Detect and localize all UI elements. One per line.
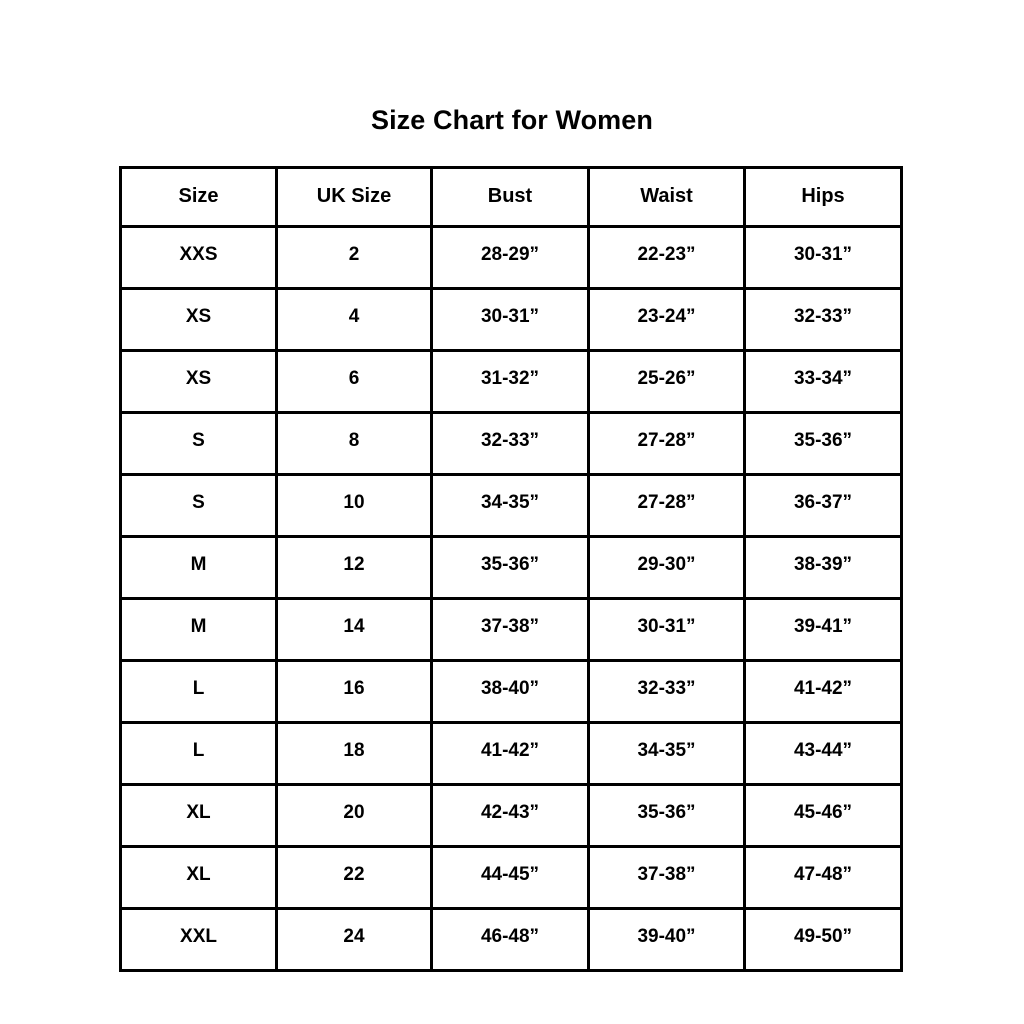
- cell-uk: 8: [275, 411, 433, 476]
- cell-bust: 35-36”: [430, 535, 590, 600]
- cell-uk: 16: [275, 659, 433, 724]
- table-row: XS 4 30-31” 23-24” 32-33”: [119, 287, 903, 352]
- cell-uk: 10: [275, 473, 433, 538]
- cell-waist: 22-23”: [587, 225, 746, 290]
- cell-size: XXS: [119, 225, 278, 290]
- cell-waist: 27-28”: [587, 411, 746, 476]
- cell-bust: 44-45”: [430, 845, 590, 910]
- cell-hips: 45-46”: [743, 783, 903, 848]
- table-row: M 12 35-36” 29-30” 38-39”: [119, 535, 903, 600]
- table-row: L 18 41-42” 34-35” 43-44”: [119, 721, 903, 786]
- cell-uk: 24: [275, 907, 433, 972]
- cell-waist: 30-31”: [587, 597, 746, 662]
- table-row: S 10 34-35” 27-28” 36-37”: [119, 473, 903, 538]
- column-header-bust: Bust: [430, 166, 590, 228]
- cell-waist: 27-28”: [587, 473, 746, 538]
- cell-uk: 6: [275, 349, 433, 414]
- column-header-uk-size: UK Size: [275, 166, 433, 228]
- table-row: S 8 32-33” 27-28” 35-36”: [119, 411, 903, 476]
- table-row: L 16 38-40” 32-33” 41-42”: [119, 659, 903, 724]
- cell-size: S: [119, 473, 278, 538]
- cell-size: XL: [119, 783, 278, 848]
- cell-hips: 43-44”: [743, 721, 903, 786]
- cell-size: M: [119, 597, 278, 662]
- cell-uk: 14: [275, 597, 433, 662]
- page-title: Size Chart for Women: [370, 105, 654, 135]
- cell-size: XL: [119, 845, 278, 910]
- cell-size: XXL: [119, 907, 278, 972]
- cell-waist: 37-38”: [587, 845, 746, 910]
- table-row: XL 20 42-43” 35-36” 45-46”: [119, 783, 903, 848]
- cell-bust: 41-42”: [430, 721, 590, 786]
- cell-hips: 35-36”: [743, 411, 903, 476]
- cell-hips: 33-34”: [743, 349, 903, 414]
- cell-waist: 23-24”: [587, 287, 746, 352]
- cell-bust: 42-43”: [430, 783, 590, 848]
- size-chart-table: Size UK Size Bust Waist Hips XXS 2 28-29…: [119, 166, 903, 972]
- cell-size: L: [119, 721, 278, 786]
- column-header-size: Size: [119, 166, 278, 228]
- cell-size: M: [119, 535, 278, 600]
- cell-bust: 30-31”: [430, 287, 590, 352]
- cell-hips: 39-41”: [743, 597, 903, 662]
- cell-size: S: [119, 411, 278, 476]
- column-header-hips: Hips: [743, 166, 903, 228]
- cell-hips: 49-50”: [743, 907, 903, 972]
- cell-uk: 18: [275, 721, 433, 786]
- cell-bust: 34-35”: [430, 473, 590, 538]
- cell-bust: 31-32”: [430, 349, 590, 414]
- cell-uk: 4: [275, 287, 433, 352]
- cell-hips: 47-48”: [743, 845, 903, 910]
- cell-waist: 39-40”: [587, 907, 746, 972]
- cell-bust: 38-40”: [430, 659, 590, 724]
- table-row: XXL 24 46-48” 39-40” 49-50”: [119, 907, 903, 972]
- cell-uk: 2: [275, 225, 433, 290]
- cell-bust: 37-38”: [430, 597, 590, 662]
- table-header-row: Size UK Size Bust Waist Hips: [119, 166, 903, 228]
- cell-size: L: [119, 659, 278, 724]
- column-header-waist: Waist: [587, 166, 746, 228]
- cell-hips: 36-37”: [743, 473, 903, 538]
- cell-waist: 25-26”: [587, 349, 746, 414]
- table-row: M 14 37-38” 30-31” 39-41”: [119, 597, 903, 662]
- table-row: XL 22 44-45” 37-38” 47-48”: [119, 845, 903, 910]
- cell-uk: 12: [275, 535, 433, 600]
- cell-hips: 41-42”: [743, 659, 903, 724]
- cell-bust: 46-48”: [430, 907, 590, 972]
- cell-size: XS: [119, 287, 278, 352]
- cell-uk: 20: [275, 783, 433, 848]
- table-row: XXS 2 28-29” 22-23” 30-31”: [119, 225, 903, 290]
- cell-waist: 32-33”: [587, 659, 746, 724]
- cell-size: XS: [119, 349, 278, 414]
- cell-uk: 22: [275, 845, 433, 910]
- cell-bust: 28-29”: [430, 225, 590, 290]
- cell-hips: 32-33”: [743, 287, 903, 352]
- cell-bust: 32-33”: [430, 411, 590, 476]
- cell-waist: 35-36”: [587, 783, 746, 848]
- cell-waist: 29-30”: [587, 535, 746, 600]
- cell-waist: 34-35”: [587, 721, 746, 786]
- cell-hips: 38-39”: [743, 535, 903, 600]
- cell-hips: 30-31”: [743, 225, 903, 290]
- table-body: XXS 2 28-29” 22-23” 30-31” XS 4 30-31” 2…: [119, 225, 903, 972]
- table-row: XS 6 31-32” 25-26” 33-34”: [119, 349, 903, 414]
